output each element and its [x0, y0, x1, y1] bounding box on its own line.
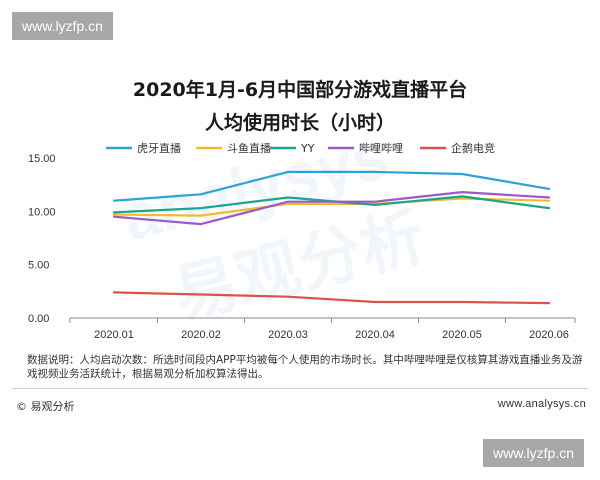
chart-title: 2020年1月-6月中国部分游戏直播平台 [132, 79, 468, 101]
series-line-4 [112, 291, 551, 305]
legend-label: 企鹅电竞 [451, 141, 495, 155]
x-tick-label: 2020.05 [442, 329, 482, 341]
data-note: 数据说明：人均启动次数：所选时间段内APP平均被每个人使用的市场时长。其中哔哩哔… [27, 354, 583, 380]
legend-item: 企鹅电竞 [420, 141, 495, 155]
legend-item: 虎牙直播 [106, 141, 181, 155]
legend-item: 哔哩哔哩 [328, 142, 403, 155]
legend-label: 虎牙直播 [137, 141, 181, 155]
brand-label: © 易观分析 [16, 400, 75, 413]
x-axis: 2020.01 2020.02 2020.03 2020.04 2020.05 2020.… [69, 317, 576, 341]
x-tick-label: 2020.03 [268, 329, 308, 341]
legend-label: YY [300, 142, 315, 155]
legend-item: YY [270, 142, 315, 155]
y-tick-label: 5.00 [28, 260, 49, 272]
site-url: www.analysys.cn [497, 398, 586, 410]
watermark-top: www.lyzfp.cn [12, 12, 113, 40]
x-tick-label: 2020.01 [94, 329, 134, 341]
x-tick-label: 2020.02 [181, 329, 221, 341]
series-lines [112, 170, 551, 305]
x-tick-label: 2020.04 [355, 329, 395, 341]
y-axis: 0.00 5.00 10.00 15.00 [28, 153, 56, 325]
series-line-0 [112, 170, 551, 202]
legend-item: 斗鱼直播 [196, 141, 271, 155]
chart-subtitle: 人均使用时长（小时） [204, 112, 395, 134]
watermark-bottom: www.lyzfp.cn [483, 439, 584, 467]
legend-label: 哔哩哔哩 [359, 142, 403, 155]
footer-divider [12, 388, 588, 389]
legend: 虎牙直播 斗鱼直播 YY 哔哩哔哩 企鹅电竞 [106, 141, 495, 155]
series-line-3 [112, 191, 551, 226]
y-tick-label: 15.00 [28, 153, 56, 165]
y-tick-label: 0.00 [28, 313, 49, 325]
x-tick-label: 2020.06 [529, 329, 569, 341]
y-tick-label: 10.00 [28, 206, 56, 218]
legend-label: 斗鱼直播 [227, 141, 271, 155]
